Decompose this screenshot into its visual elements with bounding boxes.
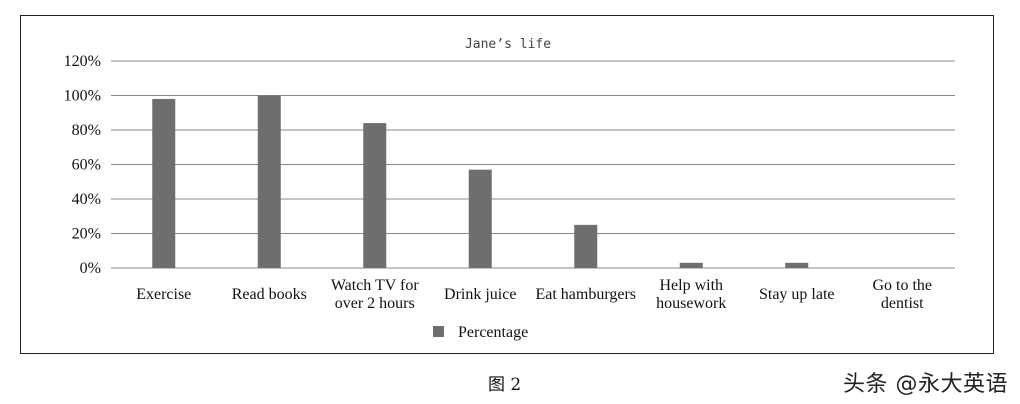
watermark-text: 头条 @永大英语 — [843, 372, 1008, 397]
y-tick-label: 40% — [72, 191, 101, 208]
x-tick-label: Exercise — [136, 286, 191, 303]
x-tick-label: Read books — [232, 286, 307, 303]
x-tick-label: Watch TV for over 2 hours — [331, 277, 420, 312]
y-axis-ticks: 0% 20% 40% 60% 80% 100% 120% — [64, 53, 101, 277]
x-tick-label: Go to the dentist — [872, 277, 932, 312]
x-tick-label: Stay up late — [759, 286, 835, 303]
legend-label: Percentage — [458, 324, 528, 341]
grid-lines — [111, 60, 955, 269]
chart-title: Jane’s life — [465, 37, 551, 52]
figure-caption: 图 2 — [488, 375, 522, 395]
bar — [363, 123, 387, 268]
y-tick-label: 100% — [64, 88, 101, 105]
bar — [679, 262, 703, 268]
bar — [785, 262, 809, 268]
y-tick-label: 60% — [72, 157, 101, 174]
bar-chart: Jane’s life 0% 20% 40% 60% 80% 100% 120% Exerc… — [64, 37, 955, 341]
x-tick-label: Drink juice — [444, 286, 516, 303]
x-tick-label: Help with housework — [656, 277, 726, 312]
legend: Percentage — [433, 324, 528, 341]
y-tick-label: 0% — [80, 260, 101, 277]
bars — [152, 95, 809, 268]
legend-swatch — [433, 326, 444, 337]
y-tick-label: 20% — [72, 226, 101, 243]
bar — [152, 98, 176, 268]
bar — [257, 95, 281, 268]
y-tick-label: 80% — [72, 122, 101, 139]
bar — [574, 224, 598, 268]
y-tick-label: 120% — [64, 53, 101, 70]
x-axis-labels: Exercise Read books Watch TV for over 2 hou… — [136, 277, 932, 312]
bar — [468, 169, 492, 268]
x-tick-label: Eat hamburgers — [535, 286, 636, 303]
chart-frame: Jane’s life 0% 20% 40% 60% 80% 100% 120% Exerc… — [20, 15, 994, 354]
